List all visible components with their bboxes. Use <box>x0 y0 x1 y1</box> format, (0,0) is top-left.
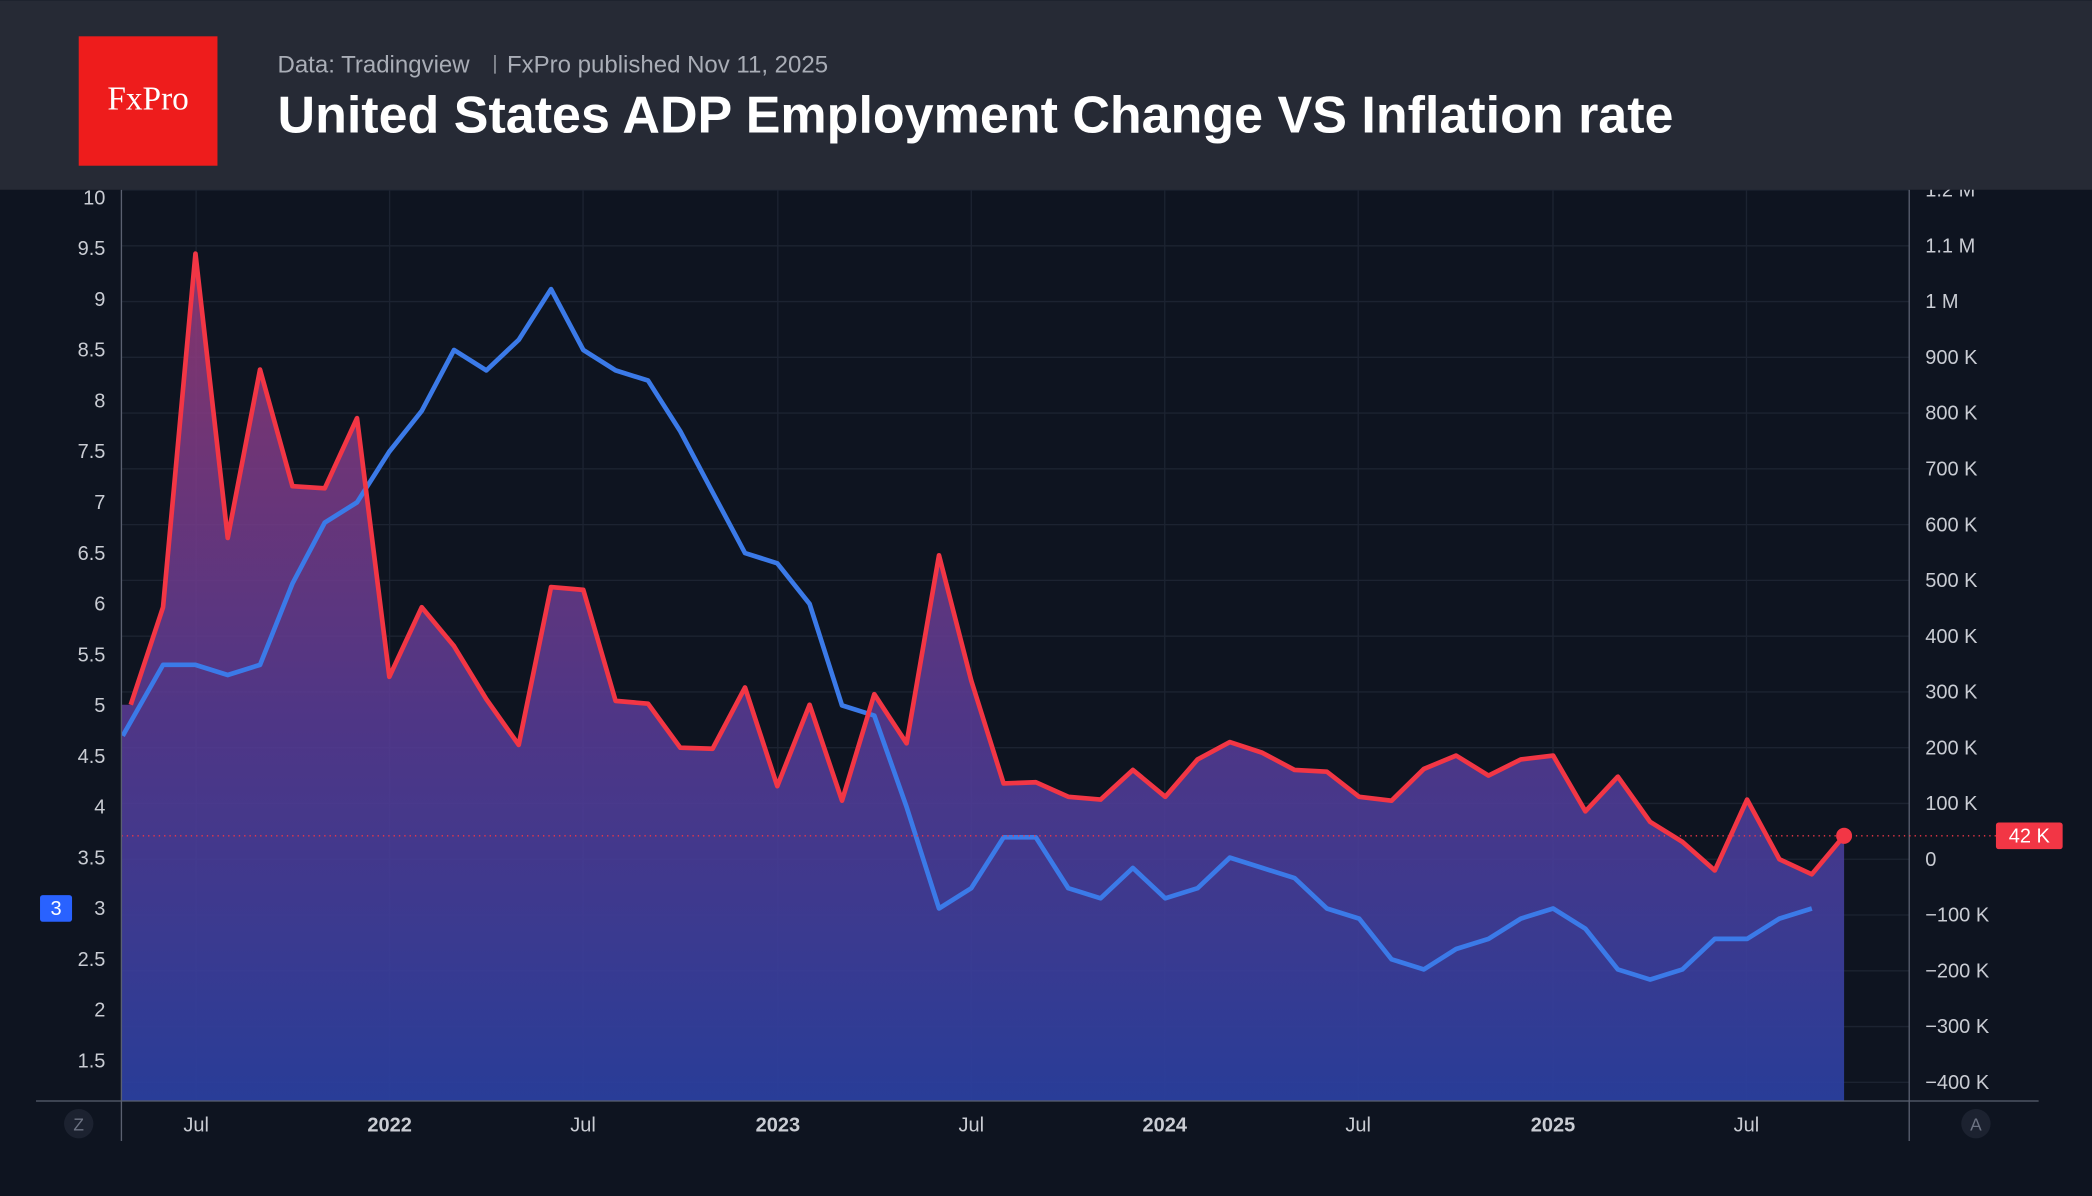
page-title: United States ADP Employment Change VS I… <box>278 86 1674 144</box>
left-tick-label: 1.5 <box>78 1050 106 1072</box>
inflation-current-value: 3 <box>50 898 61 920</box>
header-background <box>0 0 2092 190</box>
plot-area <box>121 251 1910 1101</box>
left-tick-label: 3.5 <box>78 847 106 869</box>
right-tick-label: 900 K <box>1925 347 1978 369</box>
left-tick-label: 4.5 <box>78 746 106 768</box>
left-tick-label: 8 <box>94 390 105 412</box>
x-tick-label: Jul <box>183 1115 209 1137</box>
right-tick-label: 1 M <box>1925 291 1958 313</box>
left-tick-label: 10 <box>83 187 105 209</box>
right-tick-label: −400 K <box>1925 1072 1990 1094</box>
published-date: FxPro published Nov 11, 2025 <box>507 51 828 78</box>
left-tick-label: 7 <box>94 492 105 514</box>
logo-text: FxPro <box>107 81 189 118</box>
adp-current-badge <box>1995 822 2063 850</box>
left-tick-label: 6 <box>94 594 105 616</box>
x-tick-label: 2024 <box>1142 1115 1187 1137</box>
right-tick-label: 700 K <box>1925 459 1978 481</box>
x-axis-ticks: Jul 2022 Jul 2023 Jul 2024 Jul 2025 Jul <box>183 1115 1759 1137</box>
x-tick-label: Jul <box>570 1115 596 1137</box>
inflation-current-badge <box>40 895 73 922</box>
left-tick-label: 9.5 <box>78 238 106 260</box>
badges: 42 K 3 <box>40 822 2063 922</box>
data-source: Data: Tradingview <box>278 51 471 78</box>
zoom-reset-button[interactable]: Z <box>64 1108 94 1139</box>
x-tick-label: Jul <box>958 1115 984 1137</box>
left-tick-label: 6.5 <box>78 543 106 565</box>
a-button-label: A <box>1970 1114 1982 1134</box>
adp-area-fill <box>121 253 1845 1101</box>
right-tick-label: −300 K <box>1925 1016 1990 1038</box>
right-tick-label: 0 <box>1925 849 1936 871</box>
x-tick-label: Jul <box>1345 1115 1371 1137</box>
right-tick-label: 400 K <box>1925 626 1978 648</box>
z-button-label: Z <box>73 1114 84 1134</box>
left-tick-label: 5.5 <box>78 644 106 666</box>
right-tick-label: 1.1 M <box>1925 235 1975 257</box>
left-tick-label: 7.5 <box>78 441 106 463</box>
right-tick-label: 100 K <box>1925 793 1978 815</box>
adp-last-point <box>1836 827 1853 844</box>
header: FxPro Data: Tradingview FxPro published … <box>0 0 2092 190</box>
left-tick-label: 4 <box>94 797 105 819</box>
auto-scale-button[interactable]: A <box>1961 1108 1991 1139</box>
left-tick-label: 9 <box>94 289 105 311</box>
x-tick-label: 2025 <box>1531 1115 1576 1137</box>
left-tick-label: 8.5 <box>78 340 106 362</box>
right-tick-label: 500 K <box>1925 570 1978 592</box>
left-tick-label: 5 <box>94 695 105 717</box>
left-axis-ticks: 10 9.5 9 8.5 8 7.5 7 6.5 6 5.5 5 4.5 4 3.5 3 2.5 2 1.5 <box>78 187 106 1072</box>
right-tick-label: 600 K <box>1925 514 1978 536</box>
x-tick-label: Jul <box>1734 1115 1760 1137</box>
left-tick-label: 2 <box>94 1000 105 1022</box>
right-tick-label: 800 K <box>1925 403 1978 425</box>
fxpro-logo: FxPro <box>78 36 218 166</box>
right-tick-label: −200 K <box>1925 960 1990 982</box>
left-tick-label: 2.5 <box>78 949 106 971</box>
right-tick-label: 200 K <box>1925 737 1978 759</box>
right-tick-label: 300 K <box>1925 682 1978 704</box>
x-tick-label: 2022 <box>367 1115 412 1137</box>
adp-current-value: 42 K <box>2009 825 2051 847</box>
x-tick-label: 2023 <box>756 1115 801 1137</box>
adp-line <box>128 251 1846 877</box>
right-tick-label: −100 K <box>1925 905 1990 927</box>
left-tick-label: 3 <box>94 898 105 920</box>
